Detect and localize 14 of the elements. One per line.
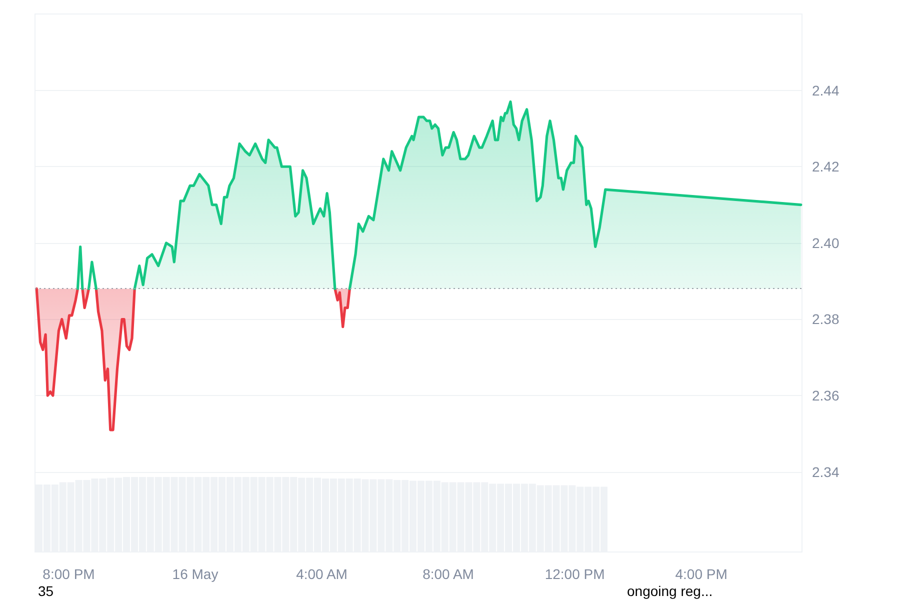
x-tick-label: 4:00 PM [675, 566, 728, 582]
y-tick-label: 2.44 [812, 82, 840, 98]
x-tick-label: 4:00 AM [296, 566, 348, 582]
y-tick-label: 2.34 [812, 464, 840, 480]
y-tick-label: 2.38 [812, 311, 840, 328]
x-tick-label: 16 May [172, 566, 218, 582]
x-tick-label: 8:00 AM [422, 566, 474, 582]
text: ongoing reg... [627, 583, 713, 599]
y-tick-label: 2.42 [812, 158, 840, 175]
y-tick-label: 2.40 [812, 234, 840, 251]
x-tick-label: 12:00 PM [544, 566, 605, 582]
y-tick-label: 2.36 [812, 388, 840, 404]
text: 35 [38, 583, 54, 599]
x-tick-label: 8:00 PM [42, 566, 95, 582]
